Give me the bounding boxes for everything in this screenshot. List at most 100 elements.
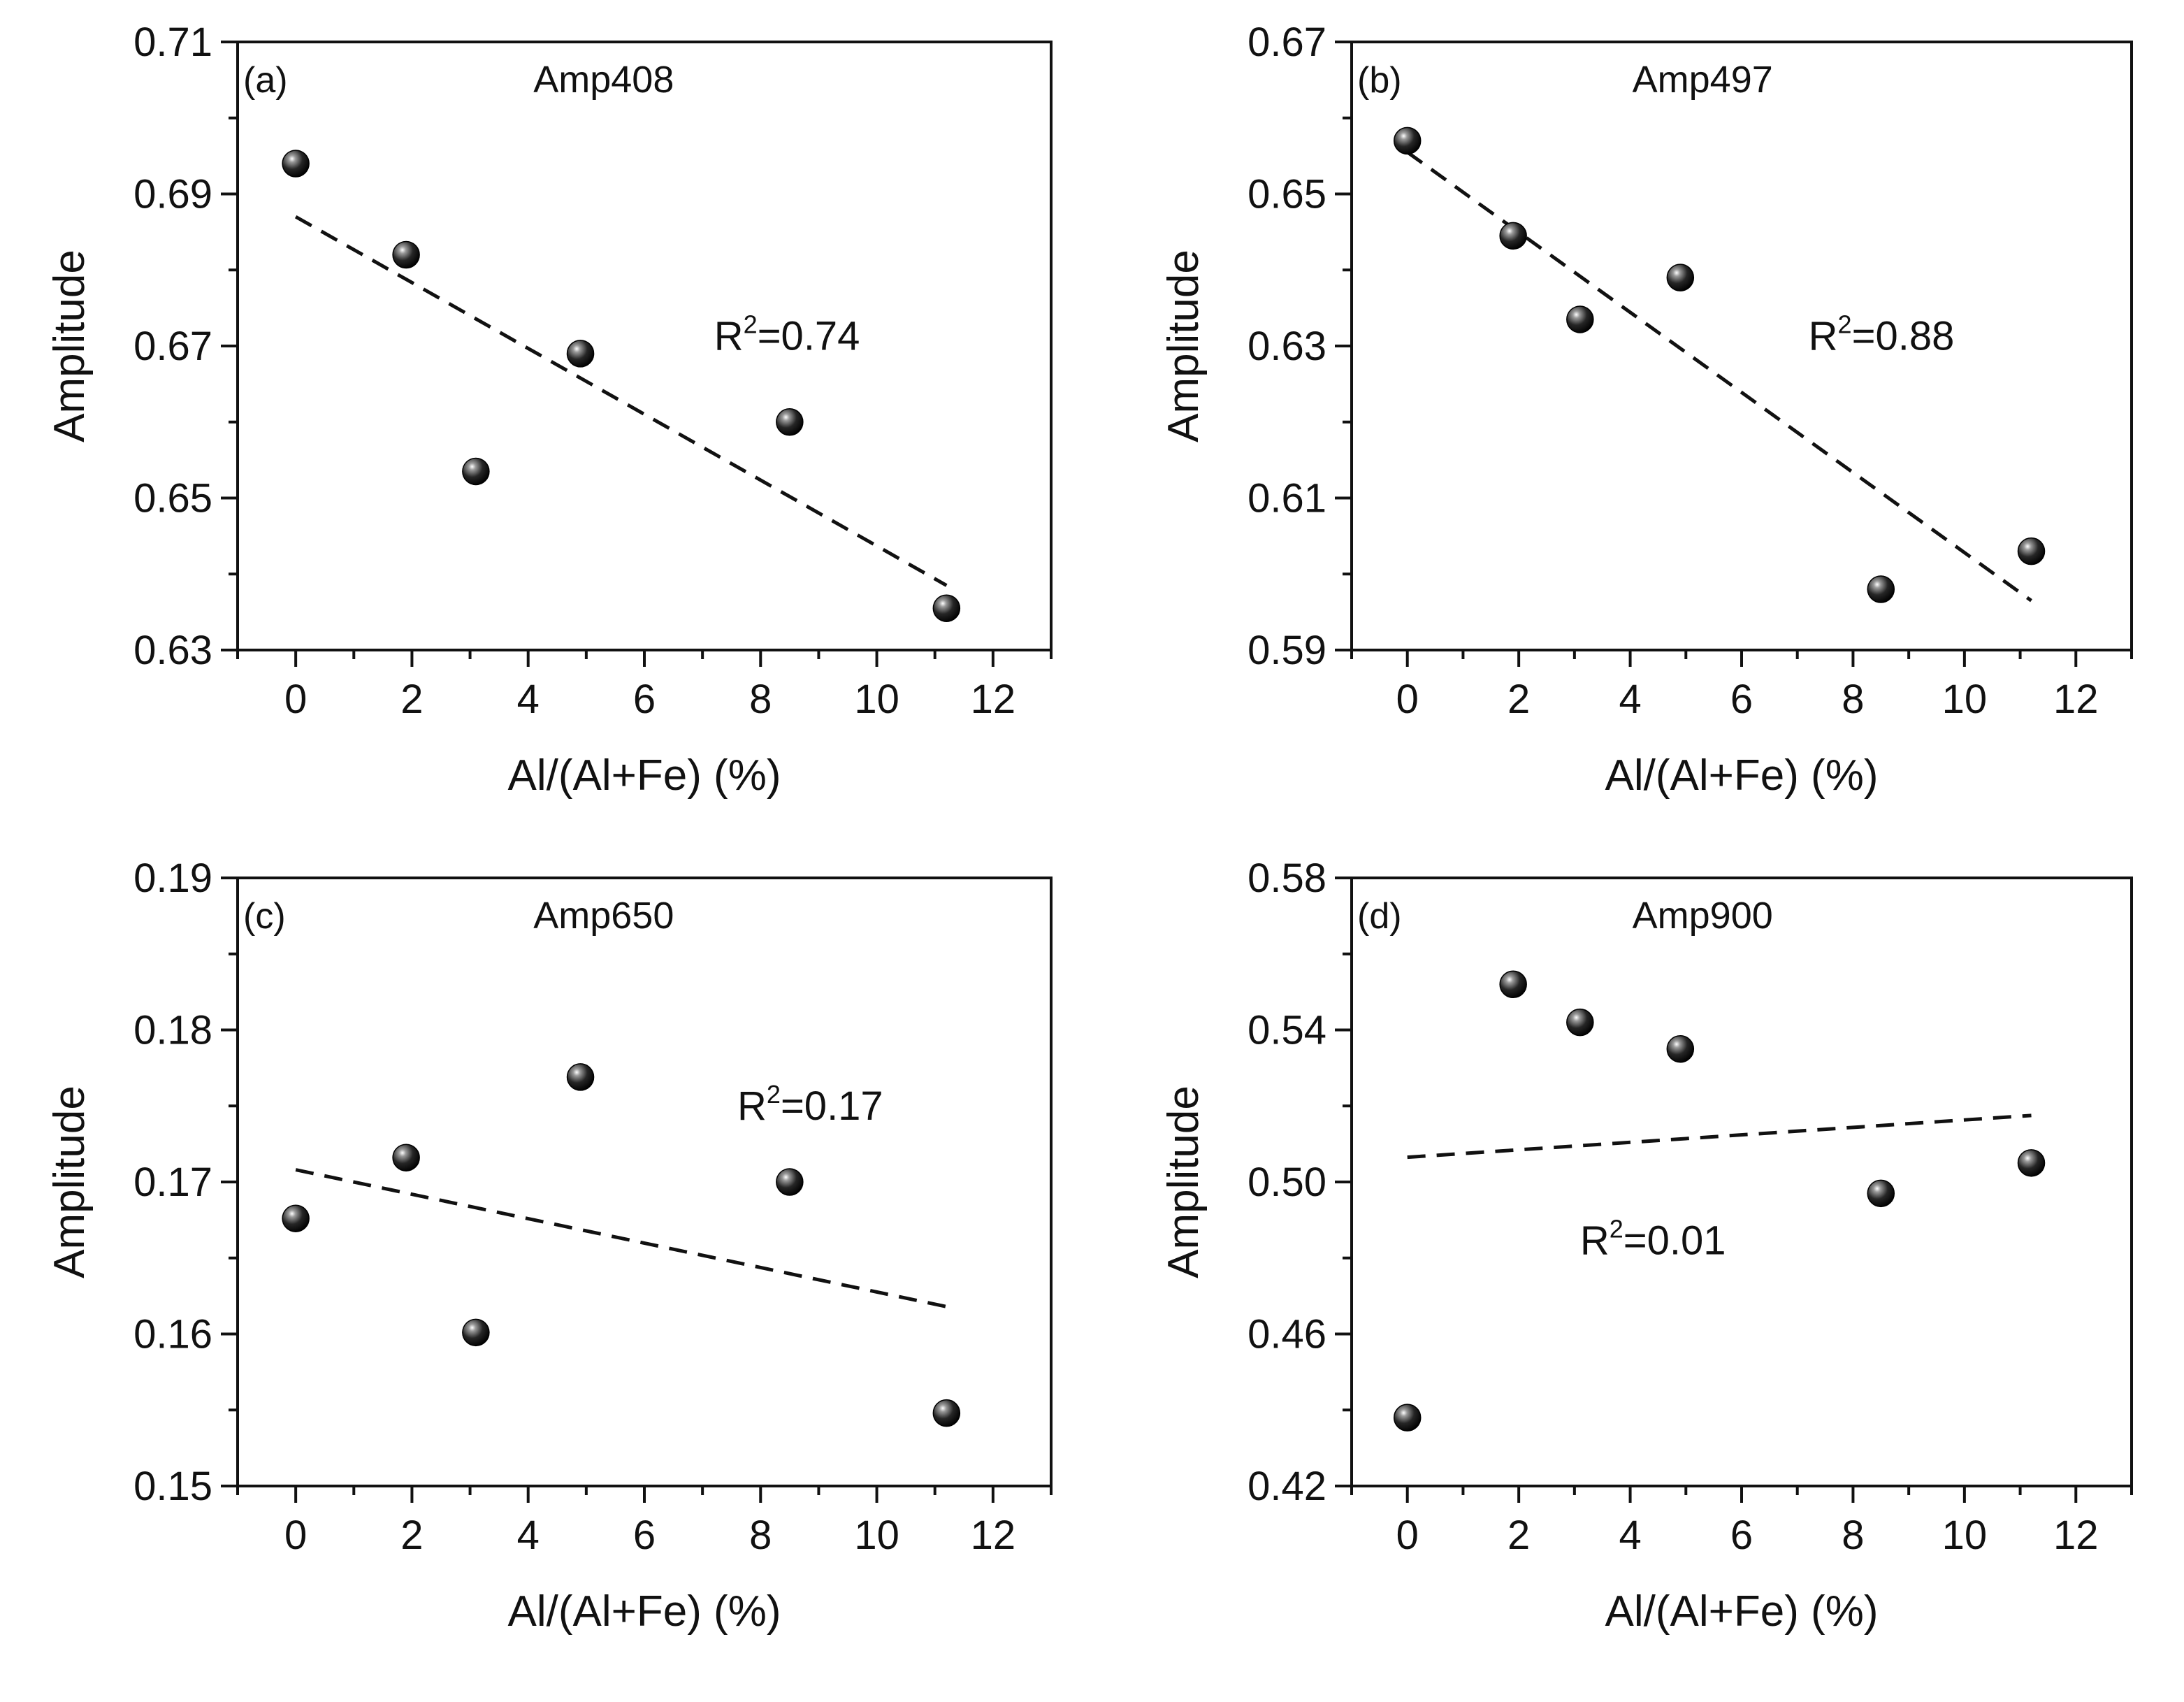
- x-tick-label: 0: [284, 677, 307, 722]
- data-point: [1393, 127, 1422, 155]
- plot-frame: [236, 41, 1053, 651]
- data-point: [776, 1168, 804, 1196]
- panel-b: 0 2 4 6 8 10 12 0.59 0.61 0.63 0.65 0.67 Al/(Al+Fe) …: [1159, 20, 2133, 800]
- data-point: [1566, 1008, 1594, 1037]
- y-axis-title: Amplitude: [1159, 250, 1208, 442]
- data-point: [2017, 1149, 2046, 1177]
- fit-line: [294, 215, 948, 587]
- x-tick-label: 0: [1396, 1513, 1419, 1558]
- data-point: [2017, 537, 2046, 565]
- x-tick-label: 2: [400, 677, 423, 722]
- x-tick-label: 10: [1942, 1513, 1988, 1558]
- data-point: [462, 1318, 490, 1347]
- plot-frame: [1350, 877, 2133, 1487]
- x-axis-title: Al/(Al+Fe) (%): [508, 1587, 781, 1636]
- x-tick-label: 4: [1619, 677, 1641, 722]
- x-tick-label: 12: [971, 677, 1016, 722]
- y-tick-label: 0.16: [133, 1312, 212, 1357]
- x-tick-label: 6: [633, 677, 656, 722]
- panel-tag: (d): [1357, 896, 1402, 937]
- panel-c: 0 2 4 6 8 10 12 0.15 0.16 0.17 0.18 0.19 Al/(Al+Fe) …: [45, 856, 1053, 1636]
- x-tick-label: 6: [633, 1513, 656, 1558]
- panel-title: Amp497: [1633, 59, 1773, 101]
- data-point: [1867, 1179, 1895, 1208]
- x-tick-label: 10: [854, 1513, 899, 1558]
- x-axis-title: Al/(Al+Fe) (%): [1605, 1587, 1879, 1636]
- y-tick-label: 0.63: [1248, 324, 1326, 369]
- y-tick-label: 0.58: [1248, 856, 1326, 901]
- y-tick-label: 0.69: [133, 172, 212, 217]
- data-point: [392, 1144, 420, 1171]
- panel-title: Amp408: [533, 59, 674, 101]
- y-axis-title: Amplitude: [45, 250, 94, 442]
- data-point: [566, 340, 595, 368]
- x-tick-label: 12: [2053, 677, 2099, 722]
- x-tick-label: 2: [1507, 677, 1530, 722]
- r-squared-label: R2=0.74: [714, 310, 860, 359]
- data-point: [282, 1204, 310, 1232]
- x-tick-label: 8: [749, 677, 772, 722]
- data-point: [1499, 222, 1527, 250]
- r-squared-label: R2=0.01: [1580, 1214, 1726, 1263]
- y-tick-label: 0.67: [1248, 20, 1326, 65]
- r-squared-label: R2=0.88: [1809, 310, 1955, 359]
- data-point: [776, 408, 804, 436]
- x-tick-label: 0: [1396, 677, 1419, 722]
- y-tick-label: 0.46: [1248, 1312, 1326, 1357]
- data-point: [1666, 264, 1695, 291]
- data-point: [1393, 1404, 1422, 1431]
- plot-frame: [1350, 41, 2133, 651]
- panel-a: 0 2 4 6 8 10 12 0.63 0.65 0.67 0.69 0.71 Al/(Al+Fe) …: [45, 20, 1053, 800]
- data-point: [566, 1063, 595, 1091]
- x-tick-label: 8: [749, 1513, 772, 1558]
- x-axis-title: Al/(Al+Fe) (%): [508, 751, 781, 800]
- x-tick-label: 2: [400, 1513, 423, 1558]
- y-tick-label: 0.67: [133, 324, 212, 369]
- fit-line: [1407, 1113, 2032, 1160]
- x-tick-label: 10: [854, 677, 899, 722]
- panel-d: 0 2 4 6 8 10 12 0.42 0.46 0.50 0.54 0.58 Al/(Al+Fe) …: [1159, 856, 2133, 1636]
- x-axis-title: Al/(Al+Fe) (%): [1605, 751, 1879, 800]
- x-tick-label: 4: [1619, 1513, 1641, 1558]
- panel-tag: (c): [243, 896, 286, 937]
- data-point: [1566, 305, 1594, 333]
- panel-title: Amp900: [1633, 895, 1773, 937]
- y-tick-label: 0.54: [1248, 1008, 1326, 1053]
- x-tick-label: 6: [1730, 677, 1753, 722]
- data-point: [282, 150, 310, 178]
- x-tick-label: 10: [1942, 677, 1988, 722]
- y-tick-label: 0.65: [133, 476, 212, 521]
- x-tick-label: 4: [517, 677, 540, 722]
- panel-tag: (a): [243, 60, 288, 101]
- x-tick-label: 12: [2053, 1513, 2099, 1558]
- panel-title: Amp650: [533, 895, 674, 937]
- y-tick-label: 0.50: [1248, 1160, 1326, 1205]
- y-tick-label: 0.15: [133, 1464, 212, 1509]
- y-tick-label: 0.71: [133, 20, 212, 65]
- x-tick-label: 8: [1842, 1513, 1864, 1558]
- x-tick-label: 2: [1507, 1513, 1530, 1558]
- y-tick-label: 0.61: [1248, 476, 1326, 521]
- x-tick-label: 4: [517, 1513, 540, 1558]
- data-point: [1867, 575, 1895, 603]
- data-point: [1499, 970, 1527, 998]
- data-point: [462, 457, 490, 486]
- r-squared-label: R2=0.17: [737, 1080, 883, 1129]
- y-tick-label: 0.59: [1248, 628, 1326, 673]
- y-axis-title: Amplitude: [1159, 1086, 1208, 1278]
- y-tick-label: 0.42: [1248, 1464, 1326, 1509]
- y-tick-label: 0.19: [133, 856, 212, 901]
- data-point: [1666, 1034, 1695, 1063]
- data-point: [932, 594, 961, 622]
- fit-line: [1406, 150, 2032, 603]
- data-point: [932, 1399, 961, 1427]
- x-tick-label: 8: [1842, 677, 1864, 722]
- x-tick-label: 0: [284, 1513, 307, 1558]
- fit-line: [295, 1168, 947, 1308]
- y-tick-label: 0.17: [133, 1160, 212, 1205]
- y-tick-label: 0.65: [1248, 172, 1326, 217]
- panel-tag: (b): [1357, 60, 1402, 101]
- y-axis-title: Amplitude: [45, 1086, 94, 1278]
- data-point: [392, 240, 420, 269]
